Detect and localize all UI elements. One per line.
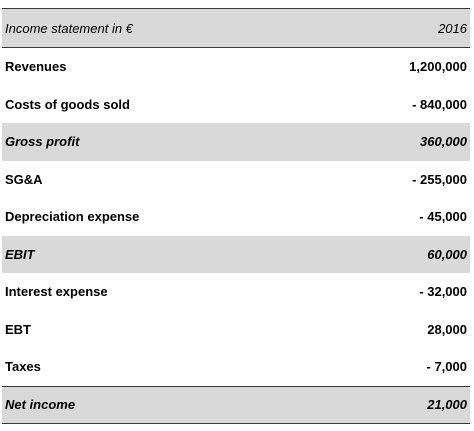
row-label: Net income	[5, 397, 76, 412]
row-label: EBIT	[5, 246, 35, 262]
row-net-income: Net income 21,000	[2, 385, 470, 424]
row-value: - 840,000	[412, 96, 467, 112]
row-value: - 7,000	[426, 359, 467, 375]
row-label: Depreciation expense	[5, 209, 140, 225]
income-statement-table: Income statement in € 2016 Revenues 1,20…	[2, 8, 470, 424]
row-sga: SG&A - 255,000	[2, 161, 470, 199]
row-label: SG&A	[5, 171, 43, 187]
row-ebt: EBT 28,000	[2, 311, 470, 349]
row-value: - 32,000	[419, 284, 467, 300]
row-ebit: EBIT 60,000	[2, 235, 470, 273]
row-value: 60,000	[427, 246, 467, 262]
row-interest-expense: Interest expense - 32,000	[2, 273, 470, 311]
row-label: Revenues	[5, 59, 67, 75]
row-value: 360,000	[420, 134, 467, 150]
row-label: Taxes	[5, 359, 41, 375]
row-gross-profit: Gross profit 360,000	[2, 123, 470, 161]
row-value: 28,000	[427, 321, 467, 337]
header-label: Income statement in €	[5, 20, 133, 36]
row-value: - 255,000	[412, 171, 467, 187]
header-year: 2016	[438, 20, 467, 36]
row-label: EBT	[5, 321, 31, 337]
row-label: Costs of goods sold	[5, 96, 130, 112]
row-value: 21,000	[427, 397, 467, 412]
row-label: Interest expense	[5, 284, 108, 300]
row-taxes: Taxes - 7,000	[2, 348, 470, 386]
row-value: 1,200,000	[409, 59, 467, 75]
row-revenues: Revenues 1,200,000	[2, 48, 470, 86]
row-depreciation: Depreciation expense - 45,000	[2, 198, 470, 236]
row-value: - 45,000	[419, 209, 467, 225]
row-cogs: Costs of goods sold - 840,000	[2, 86, 470, 124]
row-label: Gross profit	[5, 134, 80, 150]
table-header: Income statement in € 2016	[2, 8, 470, 48]
